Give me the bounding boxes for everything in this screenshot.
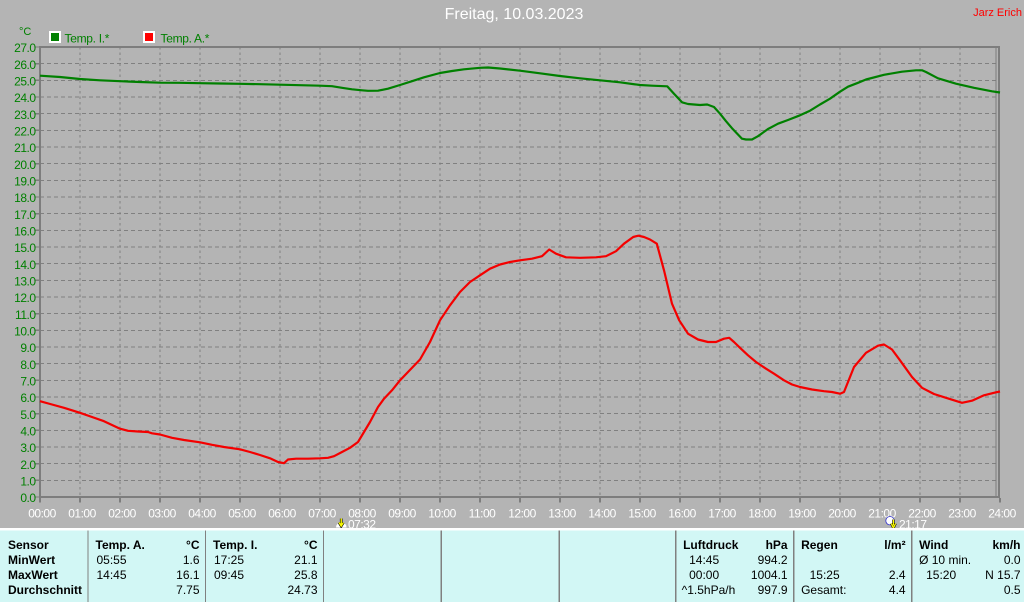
- svg-text:18:00: 18:00: [748, 507, 776, 521]
- svg-text:Luftdruck: Luftdruck: [683, 538, 739, 552]
- svg-text:05:55: 05:55: [97, 553, 127, 567]
- svg-text:Jarz Erich: Jarz Erich: [973, 7, 1022, 19]
- svg-text:21.0: 21.0: [14, 141, 36, 155]
- svg-text:5.0: 5.0: [20, 408, 36, 422]
- svg-text:24:00: 24:00: [988, 507, 1016, 521]
- svg-text:00:00: 00:00: [28, 507, 56, 521]
- svg-text:Sensor: Sensor: [8, 538, 49, 552]
- svg-text:0.5: 0.5: [1004, 583, 1021, 597]
- svg-text:06:00: 06:00: [268, 507, 296, 521]
- svg-text:13:00: 13:00: [548, 507, 576, 521]
- svg-text:22.0: 22.0: [14, 125, 36, 139]
- svg-text:25.8: 25.8: [294, 568, 318, 582]
- svg-text:Durchschnitt: Durchschnitt: [8, 583, 82, 597]
- svg-text:3.0: 3.0: [20, 441, 36, 455]
- svg-text:Gesamt:: Gesamt:: [801, 583, 846, 597]
- svg-text:14:00: 14:00: [588, 507, 616, 521]
- svg-text:hPa: hPa: [766, 538, 788, 552]
- svg-text:7.75: 7.75: [176, 583, 200, 597]
- svg-text:24.73: 24.73: [287, 583, 317, 597]
- svg-text:14:45: 14:45: [97, 568, 127, 582]
- svg-text:15:00: 15:00: [628, 507, 656, 521]
- svg-text:°C: °C: [304, 538, 318, 552]
- svg-text:Temp. A.: Temp. A.: [96, 538, 145, 552]
- svg-text:Freitag, 10.03.2023: Freitag, 10.03.2023: [445, 6, 584, 23]
- svg-text:1.6: 1.6: [183, 553, 200, 567]
- svg-text:02:00: 02:00: [108, 507, 136, 521]
- svg-text:8.0: 8.0: [20, 358, 36, 372]
- svg-text:Wind: Wind: [919, 538, 948, 552]
- svg-text:°C: °C: [186, 538, 200, 552]
- svg-text:18.0: 18.0: [14, 191, 36, 205]
- svg-text:9.0: 9.0: [20, 341, 36, 355]
- svg-text:05:00: 05:00: [228, 507, 256, 521]
- svg-text:2.4: 2.4: [889, 568, 906, 582]
- svg-text:23.0: 23.0: [14, 108, 36, 122]
- svg-text:16.1: 16.1: [176, 568, 200, 582]
- svg-text:Ø 10 min.: Ø 10 min.: [919, 553, 971, 567]
- svg-text:2.0: 2.0: [20, 458, 36, 472]
- svg-text:12:00: 12:00: [508, 507, 536, 521]
- svg-text:Temp. I.: Temp. I.: [213, 538, 257, 552]
- svg-text:15:20: 15:20: [926, 568, 956, 582]
- svg-text:19:00: 19:00: [788, 507, 816, 521]
- svg-text:13.0: 13.0: [14, 275, 36, 289]
- svg-text:7.0: 7.0: [20, 375, 36, 389]
- svg-text:12.0: 12.0: [14, 291, 36, 305]
- svg-text:20.0: 20.0: [14, 158, 36, 172]
- svg-text:1004.1: 1004.1: [751, 568, 788, 582]
- svg-text:17.0: 17.0: [14, 208, 36, 222]
- svg-text:08:00: 08:00: [348, 507, 376, 521]
- svg-text:16:00: 16:00: [668, 507, 696, 521]
- svg-text:17:25: 17:25: [214, 553, 244, 567]
- svg-text:09:00: 09:00: [388, 507, 416, 521]
- svg-text:0.0: 0.0: [1004, 553, 1021, 567]
- svg-text:MaxWert: MaxWert: [8, 568, 58, 582]
- svg-text:23:00: 23:00: [948, 507, 976, 521]
- svg-text:26.0: 26.0: [14, 58, 36, 72]
- svg-text:11.0: 11.0: [15, 308, 36, 322]
- svg-text:4.0: 4.0: [20, 425, 36, 439]
- svg-text:MinWert: MinWert: [8, 553, 55, 567]
- svg-text:17:00: 17:00: [708, 507, 736, 521]
- svg-text:Regen: Regen: [801, 538, 838, 552]
- svg-text:09:45: 09:45: [214, 568, 244, 582]
- svg-text:^1.5hPa/h: ^1.5hPa/h: [682, 583, 736, 597]
- svg-text:15.0: 15.0: [14, 241, 36, 255]
- svg-text:24.0: 24.0: [14, 91, 36, 105]
- svg-text:20:00: 20:00: [828, 507, 856, 521]
- svg-text:27.0: 27.0: [14, 41, 36, 55]
- svg-text:16.0: 16.0: [14, 225, 36, 239]
- svg-text:10.0: 10.0: [14, 325, 36, 339]
- svg-text:11:00: 11:00: [469, 507, 496, 521]
- svg-text:994.2: 994.2: [758, 553, 788, 567]
- svg-text:14.0: 14.0: [14, 258, 36, 272]
- svg-text:km/h: km/h: [992, 538, 1020, 552]
- svg-text:Temp. I.*: Temp. I.*: [65, 32, 110, 46]
- svg-text:22:00: 22:00: [908, 507, 936, 521]
- svg-text:10:00: 10:00: [428, 507, 456, 521]
- svg-text:07:00: 07:00: [308, 507, 336, 521]
- svg-text:0.0: 0.0: [20, 491, 36, 505]
- svg-text:l/m²: l/m²: [884, 538, 905, 552]
- svg-text:4.4: 4.4: [889, 583, 906, 597]
- svg-text:997.9: 997.9: [758, 583, 788, 597]
- svg-text:15:25: 15:25: [810, 568, 840, 582]
- svg-text:Temp. A.*: Temp. A.*: [161, 32, 210, 46]
- svg-text:1.0: 1.0: [20, 475, 36, 489]
- svg-text:19.0: 19.0: [14, 175, 36, 189]
- svg-text:01:00: 01:00: [68, 507, 96, 521]
- svg-text:6.0: 6.0: [20, 391, 36, 405]
- svg-text:00:00: 00:00: [689, 568, 719, 582]
- svg-text:03:00: 03:00: [148, 507, 176, 521]
- svg-text:14:45: 14:45: [689, 553, 719, 567]
- svg-text:N 15.7: N 15.7: [985, 568, 1021, 582]
- svg-text:25.0: 25.0: [14, 75, 36, 89]
- svg-text:04:00: 04:00: [188, 507, 216, 521]
- svg-text:°C: °C: [19, 26, 31, 38]
- svg-text:21.1: 21.1: [294, 553, 318, 567]
